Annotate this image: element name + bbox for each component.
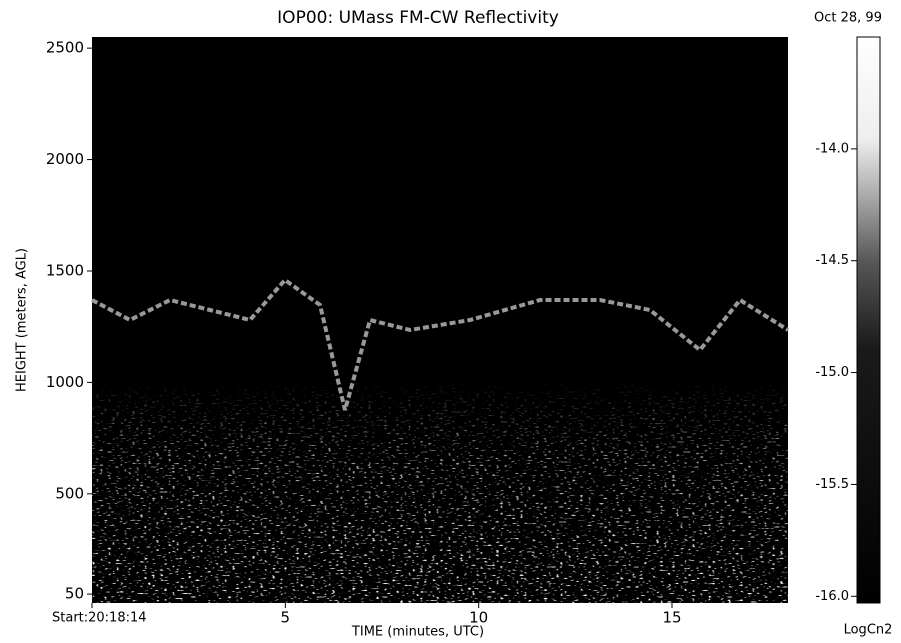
colorbar-tick-label: -15.5	[815, 477, 849, 492]
x-axis-label: TIME (minutes, UTC)	[351, 625, 484, 640]
colorbar-tick-label: -14.5	[815, 253, 849, 268]
x-tick-label: 10	[469, 609, 488, 627]
y-tick-label: 500	[55, 484, 84, 502]
date-label: Oct 28, 99	[814, 11, 882, 26]
x-tick-label: 5	[281, 609, 291, 627]
y-tick-label: 2500	[46, 39, 84, 57]
x-tick-label: Start:20:18:14	[52, 611, 147, 626]
y-axis-label: HEIGHT (meters, AGL)	[15, 248, 30, 392]
chart-title: IOP00: UMass FM-CW Reflectivity	[277, 8, 559, 28]
y-tick-label: 1000	[46, 373, 84, 391]
echo-texture	[92, 380, 788, 603]
colorbar-label: LogCn2	[844, 623, 893, 638]
y-tick-label: 50	[65, 585, 84, 603]
colorbar-tick-label: -14.0	[815, 141, 849, 156]
x-tick-label: 15	[662, 609, 681, 627]
colorbar	[856, 36, 881, 604]
y-tick-label: 1500	[46, 261, 84, 279]
y-tick-label: 2000	[46, 150, 84, 168]
colorbar-tick-label: -15.0	[815, 365, 849, 380]
echo-layer	[91, 277, 790, 411]
colorbar-tick-label: -16.0	[815, 589, 849, 604]
